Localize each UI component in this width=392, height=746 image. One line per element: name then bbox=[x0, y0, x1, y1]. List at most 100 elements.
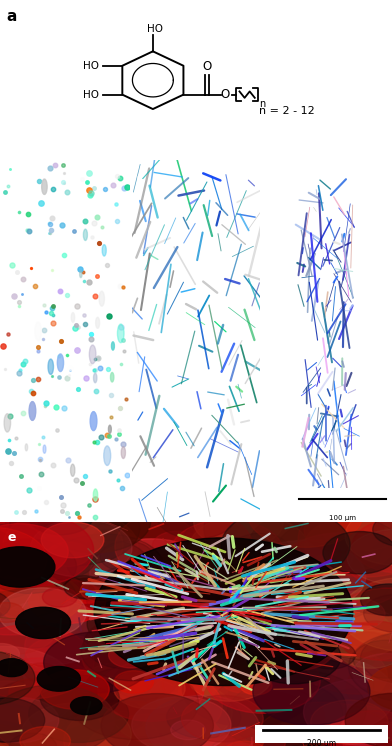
Point bbox=[113, 198, 120, 210]
Point bbox=[53, 401, 59, 413]
Circle shape bbox=[28, 498, 93, 535]
Point bbox=[57, 285, 63, 297]
Circle shape bbox=[0, 677, 43, 707]
Circle shape bbox=[343, 724, 392, 746]
Circle shape bbox=[89, 345, 96, 363]
Circle shape bbox=[220, 572, 274, 603]
Circle shape bbox=[275, 533, 392, 609]
Circle shape bbox=[195, 652, 245, 681]
Point bbox=[118, 358, 124, 370]
Circle shape bbox=[236, 651, 330, 703]
Point bbox=[5, 445, 11, 457]
Point bbox=[49, 370, 55, 382]
Point bbox=[66, 369, 72, 381]
Point bbox=[82, 215, 89, 227]
Circle shape bbox=[0, 704, 42, 746]
Circle shape bbox=[35, 322, 42, 340]
Circle shape bbox=[185, 545, 321, 623]
Circle shape bbox=[230, 581, 284, 612]
Circle shape bbox=[0, 567, 13, 590]
Circle shape bbox=[298, 500, 392, 577]
Text: c: c bbox=[137, 172, 144, 184]
Circle shape bbox=[281, 537, 352, 577]
Circle shape bbox=[0, 569, 77, 627]
Point bbox=[98, 431, 104, 443]
Circle shape bbox=[42, 709, 132, 746]
Point bbox=[25, 484, 32, 496]
Point bbox=[66, 511, 72, 523]
Circle shape bbox=[347, 530, 392, 584]
Circle shape bbox=[214, 718, 299, 746]
Circle shape bbox=[181, 695, 263, 742]
Circle shape bbox=[194, 497, 283, 548]
Point bbox=[82, 372, 89, 384]
Circle shape bbox=[243, 544, 316, 585]
Point bbox=[58, 336, 64, 348]
Circle shape bbox=[99, 291, 104, 306]
Circle shape bbox=[108, 667, 218, 730]
Circle shape bbox=[0, 739, 32, 746]
Point bbox=[36, 482, 42, 494]
Text: O: O bbox=[202, 60, 212, 73]
Circle shape bbox=[181, 507, 318, 586]
Circle shape bbox=[42, 587, 77, 607]
Point bbox=[115, 428, 122, 440]
Circle shape bbox=[171, 720, 205, 740]
Circle shape bbox=[174, 631, 216, 656]
Point bbox=[16, 367, 22, 379]
Point bbox=[27, 263, 34, 275]
Point bbox=[58, 219, 65, 231]
Circle shape bbox=[80, 662, 160, 708]
Circle shape bbox=[247, 630, 341, 684]
Point bbox=[79, 173, 85, 185]
Circle shape bbox=[303, 631, 392, 694]
Circle shape bbox=[37, 667, 80, 691]
Point bbox=[122, 392, 129, 404]
Point bbox=[108, 411, 114, 423]
Circle shape bbox=[0, 678, 113, 746]
Point bbox=[24, 208, 31, 220]
Circle shape bbox=[4, 414, 11, 432]
Circle shape bbox=[115, 601, 195, 648]
Circle shape bbox=[0, 603, 24, 622]
Point bbox=[71, 225, 77, 236]
Circle shape bbox=[0, 513, 94, 587]
Point bbox=[114, 170, 120, 182]
Point bbox=[93, 386, 99, 398]
Circle shape bbox=[313, 607, 392, 658]
Circle shape bbox=[253, 658, 370, 725]
Circle shape bbox=[168, 514, 307, 594]
Circle shape bbox=[0, 644, 20, 664]
Point bbox=[11, 448, 17, 460]
Circle shape bbox=[80, 271, 82, 278]
Point bbox=[94, 436, 100, 448]
Circle shape bbox=[1, 588, 39, 610]
Point bbox=[86, 167, 93, 179]
Circle shape bbox=[0, 651, 35, 705]
Circle shape bbox=[256, 648, 330, 690]
Circle shape bbox=[157, 494, 236, 539]
Circle shape bbox=[87, 700, 145, 733]
Point bbox=[64, 507, 71, 519]
Point bbox=[80, 266, 86, 278]
Circle shape bbox=[0, 489, 62, 560]
Circle shape bbox=[18, 524, 155, 604]
Circle shape bbox=[91, 529, 124, 548]
Point bbox=[18, 470, 24, 482]
Point bbox=[54, 424, 60, 436]
Circle shape bbox=[0, 624, 94, 699]
Circle shape bbox=[210, 623, 260, 651]
Circle shape bbox=[0, 604, 57, 654]
Circle shape bbox=[5, 489, 122, 557]
Point bbox=[114, 216, 120, 228]
Circle shape bbox=[132, 549, 270, 627]
Point bbox=[27, 385, 34, 397]
Circle shape bbox=[182, 651, 314, 727]
Circle shape bbox=[9, 733, 56, 746]
Circle shape bbox=[102, 245, 106, 256]
Circle shape bbox=[240, 541, 366, 612]
Circle shape bbox=[55, 669, 132, 713]
Point bbox=[60, 176, 66, 188]
Point bbox=[88, 333, 94, 345]
Circle shape bbox=[0, 691, 125, 746]
